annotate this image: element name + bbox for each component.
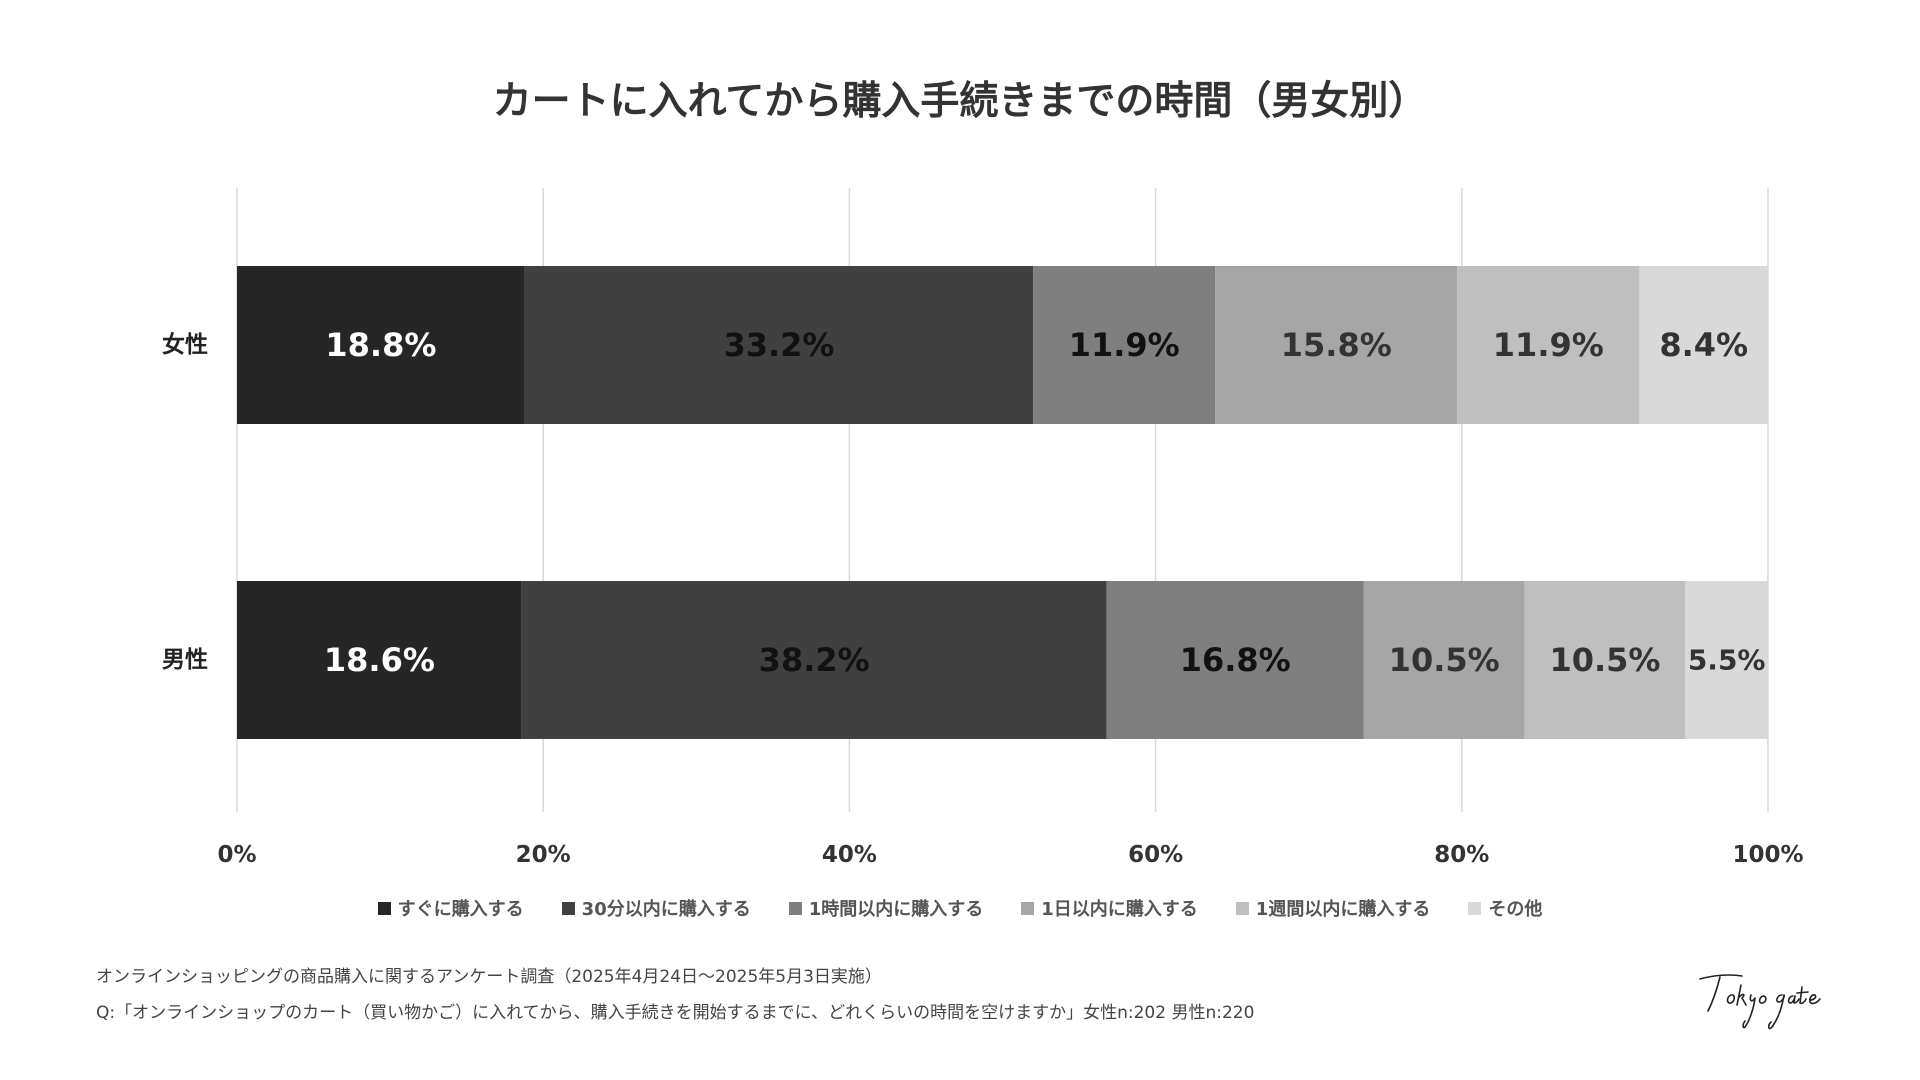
data-label: 11.9% xyxy=(1493,326,1604,364)
legend-label: 1時間以内に購入する xyxy=(808,899,984,920)
data-label: 10.5% xyxy=(1549,641,1660,679)
legend-label: 30分以内に購入する xyxy=(581,899,751,920)
legend-label: 1週間以内に購入する xyxy=(1255,899,1431,920)
data-label: 18.6% xyxy=(324,641,435,679)
legend-item: 1週間以内に購入する xyxy=(1235,895,1431,921)
x-tick-label: 100% xyxy=(1732,842,1803,868)
bar-segment xyxy=(237,266,525,424)
data-label: 33.2% xyxy=(723,326,834,364)
bar-segment xyxy=(1363,581,1525,739)
bar-segment xyxy=(524,266,1034,424)
data-labels: 18.8% 33.2% 11.9% 15.8% 11.9% 8.4% 18.6% 38.2% 1… xyxy=(324,326,1766,679)
bar-segment xyxy=(1524,581,1686,739)
legend-label: 1日以内に購入する xyxy=(1041,899,1198,920)
chart-title: カートに入れてから購入手続きまでの時間（男女別） xyxy=(492,79,1428,124)
x-tick-label: 40% xyxy=(822,842,877,868)
legend-item: 1日以内に購入する xyxy=(1021,895,1198,921)
bar-segment xyxy=(1215,266,1458,424)
data-label: 15.8% xyxy=(1281,326,1392,364)
data-label: 38.2% xyxy=(759,641,870,679)
bar-segments xyxy=(237,266,1768,739)
x-tick-label: 20% xyxy=(516,842,571,868)
x-axis-tick-labels: 0% 20% 40% 60% 80% 100% xyxy=(217,842,1803,868)
category-label: 男性 xyxy=(162,647,208,673)
legend-item: 30分以内に購入する xyxy=(561,895,751,921)
x-tick-label: 80% xyxy=(1434,842,1489,868)
legend: すぐに購入する 30分以内に購入する 1時間以内に購入する 1日以内に購入する 1週間以… xyxy=(0,895,1920,921)
bar-segment xyxy=(1639,266,1768,424)
legend-swatch xyxy=(788,901,802,915)
legend-swatch xyxy=(1021,901,1035,915)
question-note: Q:「オンラインショップのカート（買い物かご）に入れてから、購入手続きを開始する… xyxy=(96,1003,1255,1023)
data-label: 10.5% xyxy=(1389,641,1500,679)
bar-segment xyxy=(237,581,522,739)
bar-segment xyxy=(1106,581,1364,739)
data-label: 11.9% xyxy=(1069,326,1180,364)
legend-item: その他 xyxy=(1468,895,1542,921)
legend-item: すぐに購入する xyxy=(377,895,524,921)
legend-label: その他 xyxy=(1488,899,1543,920)
x-tick-label: 60% xyxy=(1128,842,1183,868)
bar-segment xyxy=(1685,581,1768,739)
bar-segment xyxy=(1033,266,1216,424)
legend-swatch xyxy=(1235,901,1249,915)
bar-segment xyxy=(1457,266,1640,424)
category-label: 女性 xyxy=(162,331,208,358)
data-label: 16.8% xyxy=(1180,641,1291,679)
legend-item: 1時間以内に購入する xyxy=(788,895,984,921)
x-tick-label: 0% xyxy=(217,842,256,868)
data-label: 5.5% xyxy=(1688,644,1766,677)
bar-segment xyxy=(521,581,1107,739)
data-label: 8.4% xyxy=(1659,326,1748,364)
legend-swatch xyxy=(377,901,391,915)
legend-label: すぐに購入する xyxy=(397,899,524,920)
legend-swatch xyxy=(1468,901,1482,915)
source-note: オンラインショッピングの商品購入に関するアンケート調査（2025年4月24日〜2… xyxy=(96,967,882,987)
data-label: 18.8% xyxy=(325,326,436,364)
brand-logo xyxy=(1699,974,1821,1030)
legend-swatch xyxy=(561,901,575,915)
